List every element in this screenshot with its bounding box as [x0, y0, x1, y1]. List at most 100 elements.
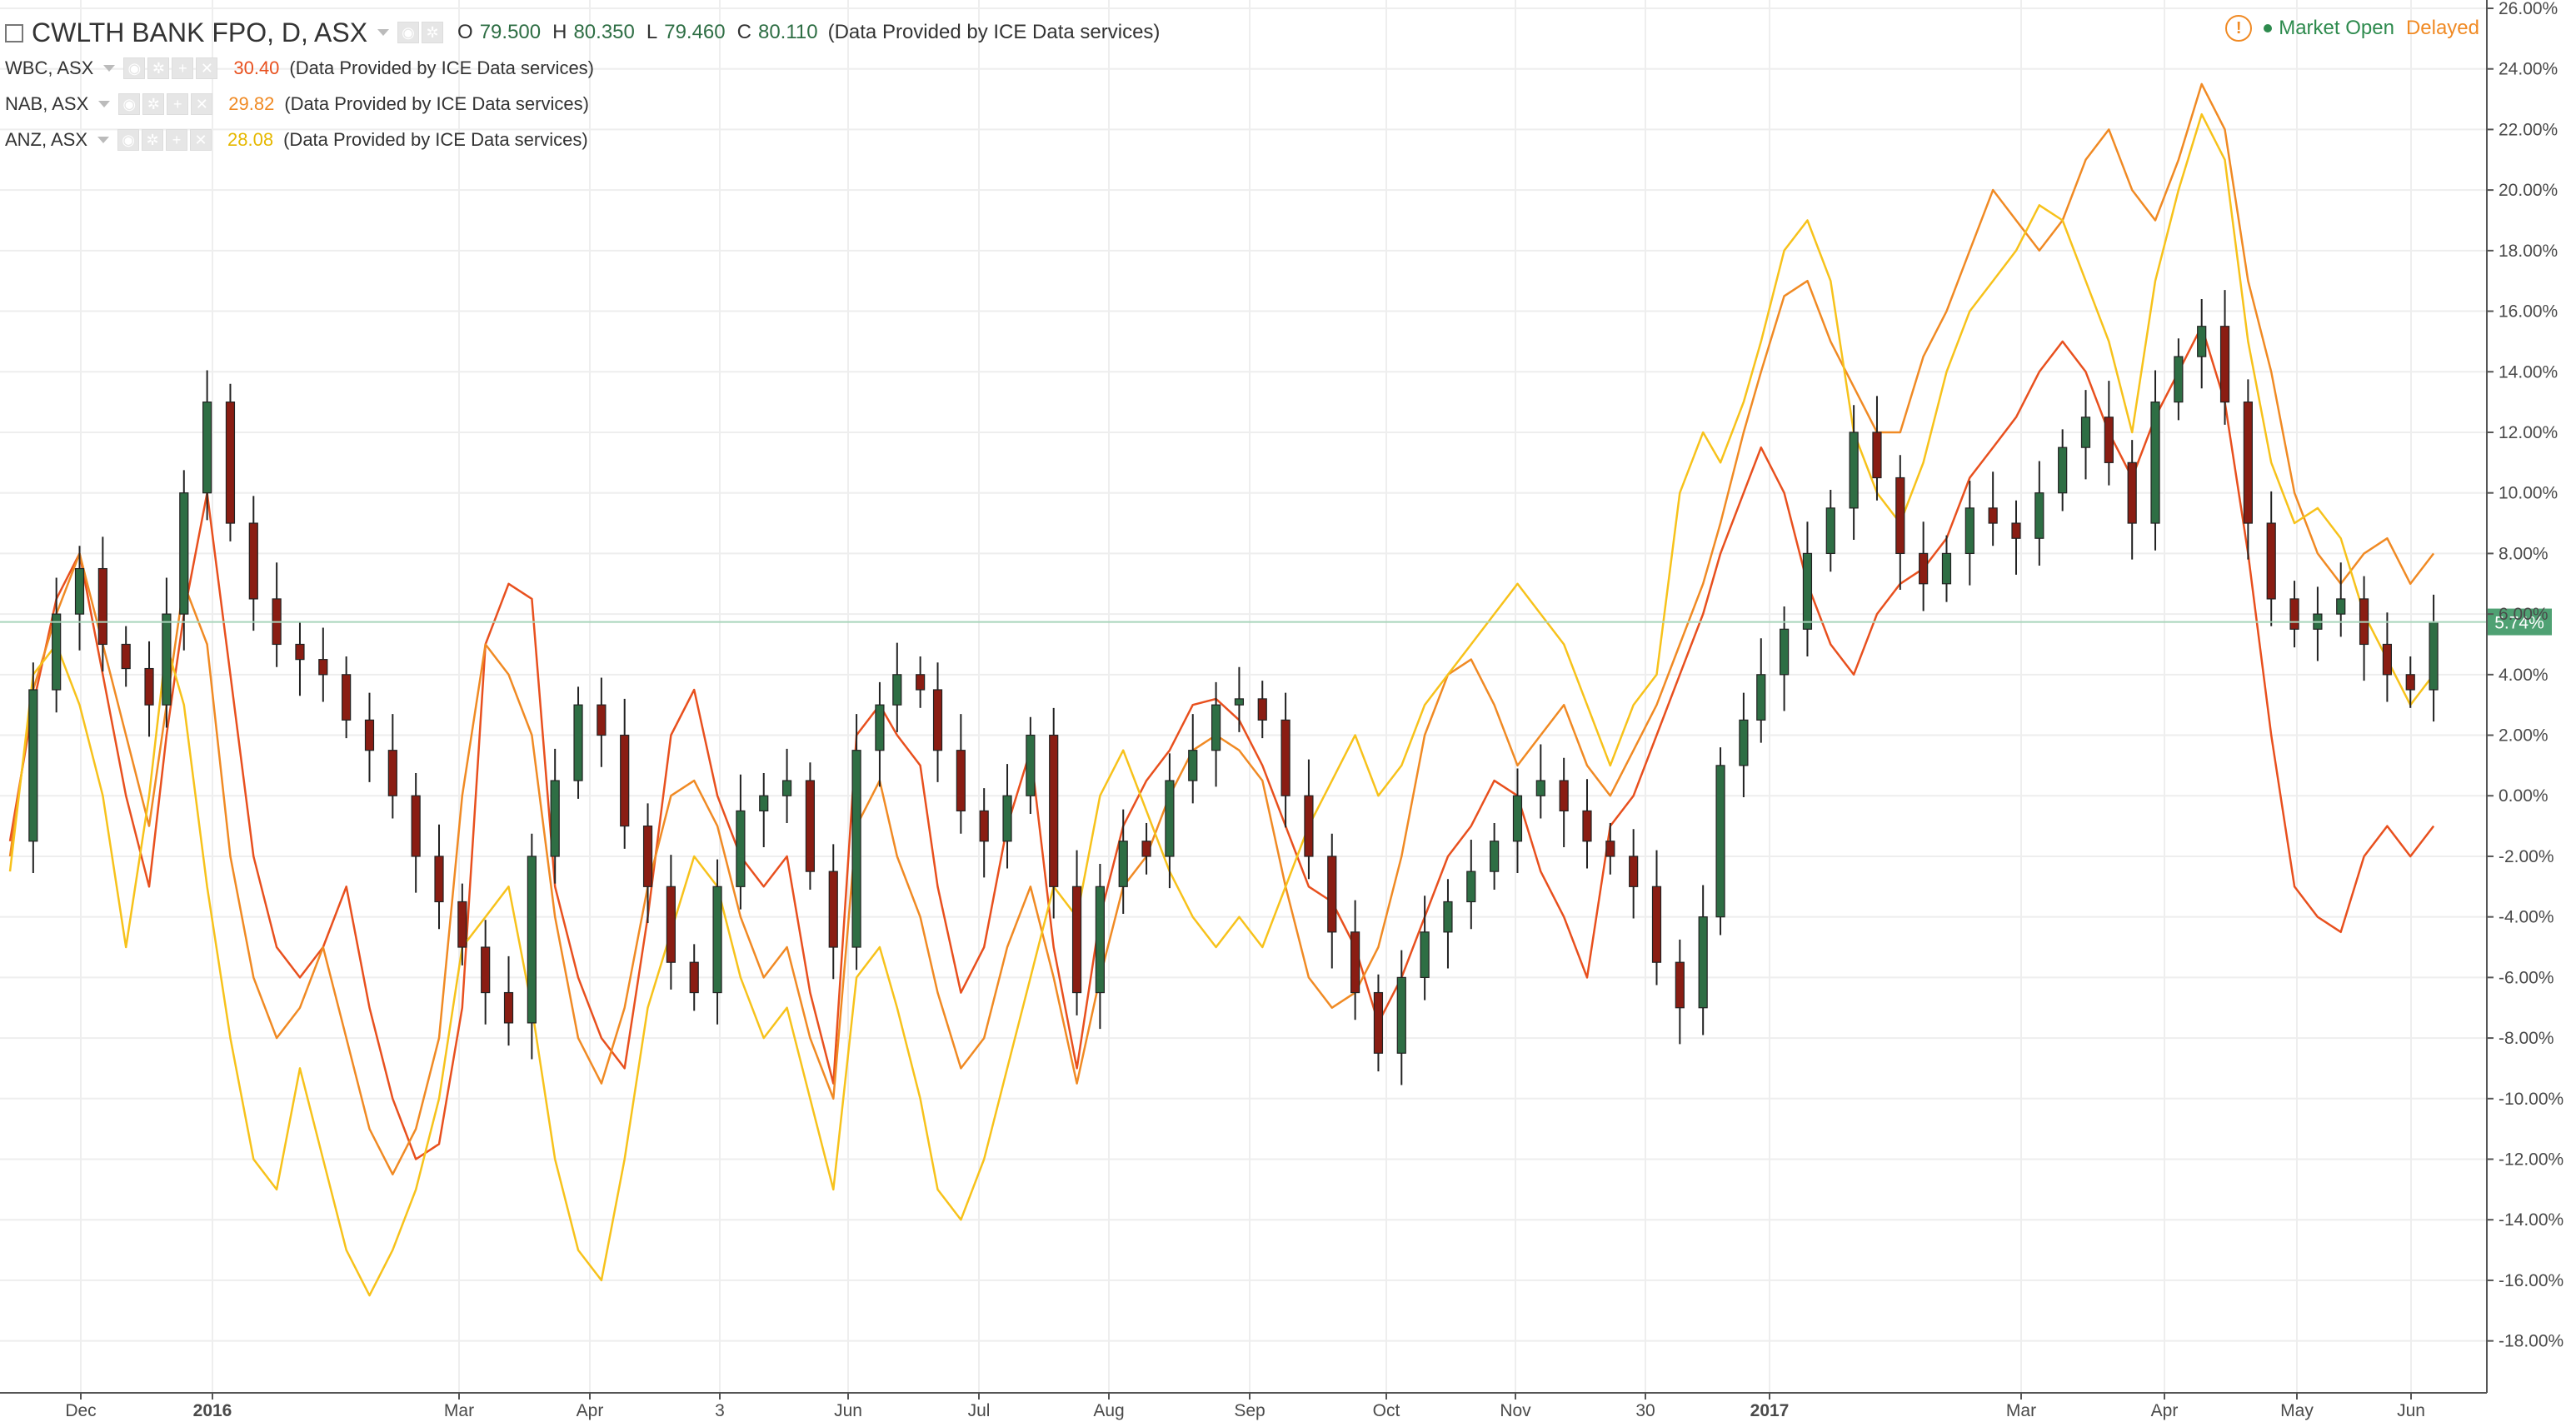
eye-icon[interactable]: ◉: [397, 22, 420, 43]
candle-body: [457, 901, 467, 948]
comparison-name[interactable]: WBC, ASX: [5, 57, 94, 78]
candle-body: [1802, 552, 1813, 630]
symbol-title[interactable]: CWLTH BANK FPO, D, ASX: [32, 17, 368, 47]
eye-icon[interactable]: ◉: [118, 93, 141, 115]
chevron-down-icon[interactable]: [97, 137, 110, 143]
gear-icon[interactable]: ✲: [142, 129, 164, 151]
y-tick-label: 26.00%: [2499, 0, 2558, 18]
candle-body: [1756, 674, 1766, 721]
y-tick-label: 2.00%: [2499, 726, 2549, 746]
x-tick-label: Apr: [2151, 1401, 2179, 1420]
y-tick-label: 12.00%: [2499, 423, 2558, 442]
y-tick-label: -12.00%: [2499, 1150, 2564, 1170]
y-tick-label: 10.00%: [2499, 484, 2558, 503]
eye-icon[interactable]: ◉: [123, 57, 146, 79]
gear-icon[interactable]: ✲: [422, 22, 444, 43]
x-tick-label: Mar: [444, 1401, 474, 1420]
candle-body: [52, 613, 62, 691]
candle-body: [364, 719, 375, 751]
candle-body: [1988, 507, 1998, 524]
candle-body: [28, 689, 38, 842]
candle-body: [97, 567, 107, 646]
y-tick-label: 16.00%: [2499, 302, 2558, 322]
candle-body: [121, 643, 131, 670]
chevron-down-icon[interactable]: [377, 29, 390, 36]
candle-body: [666, 886, 676, 963]
current-price-badge: [2487, 608, 2552, 636]
open-label: O: [457, 21, 473, 43]
close-icon[interactable]: ✕: [191, 93, 213, 115]
candle-body: [736, 810, 746, 887]
candle-body: [2174, 356, 2184, 403]
y-tick-label: -4.00%: [2499, 908, 2554, 927]
delayed-label: Delayed: [2405, 17, 2479, 39]
close-icon[interactable]: ✕: [190, 129, 212, 151]
close-icon[interactable]: ✕: [196, 57, 218, 79]
candle-body: [2150, 402, 2160, 524]
plus-icon[interactable]: +: [172, 57, 194, 79]
comparison-legend-nab: NAB, ASX ◉ ✲ + ✕ 29.82 (Data Provided by…: [5, 87, 589, 121]
y-tick-label: 4.00%: [2499, 666, 2549, 685]
candle-body: [1919, 552, 1929, 585]
gear-icon[interactable]: ✲: [142, 93, 165, 115]
y-tick-label: 20.00%: [2499, 181, 2558, 200]
candle-body: [2243, 402, 2253, 524]
data-provider-note: (Data Provided by ICE Data services): [284, 93, 589, 114]
x-tick-label: May: [2280, 1401, 2314, 1420]
candle-body: [1095, 886, 1105, 994]
y-tick-label: -10.00%: [2499, 1090, 2564, 1109]
x-tick-label: Oct: [1373, 1401, 1400, 1420]
series-line-anz: [8, 112, 2435, 1297]
candle-body: [1257, 698, 1267, 721]
candle-body: [74, 567, 85, 615]
candle-body: [1165, 780, 1175, 857]
x-tick-label: Sep: [1234, 1401, 1265, 1420]
series-line-nab: [8, 82, 2435, 1175]
candle-body: [1350, 931, 1360, 994]
gear-icon[interactable]: ✲: [147, 57, 170, 79]
warning-icon[interactable]: !: [2225, 15, 2253, 42]
candle-body: [1629, 856, 1639, 887]
candle-body: [1605, 841, 1615, 857]
y-tick-label: 18.00%: [2499, 242, 2558, 261]
candle-body: [781, 780, 792, 796]
x-tick-label: 3: [715, 1401, 725, 1420]
close-label: C: [736, 21, 751, 43]
comparison-name[interactable]: NAB, ASX: [5, 93, 89, 114]
plus-icon[interactable]: +: [166, 129, 188, 151]
candle-body: [1026, 734, 1036, 796]
candle-body: [1396, 976, 1406, 1054]
current-price-label: 5.74%: [2494, 614, 2544, 633]
eye-icon[interactable]: ◉: [117, 129, 140, 151]
candle-body: [1304, 795, 1314, 857]
x-tick-label: Jun: [834, 1401, 862, 1420]
comparison-name[interactable]: ANZ, ASX: [5, 129, 88, 150]
candle-body: [342, 674, 352, 721]
candle-body: [712, 886, 722, 994]
candle-body: [481, 946, 491, 994]
close-value: 80.110: [757, 21, 818, 43]
candle-body: [1049, 734, 1059, 887]
candle-body: [620, 734, 630, 827]
candle-body: [916, 674, 926, 691]
chevron-down-icon[interactable]: [98, 101, 111, 107]
high-label: H: [552, 21, 567, 43]
candle-body: [318, 659, 328, 676]
chevron-down-icon[interactable]: [103, 65, 116, 72]
plus-icon[interactable]: +: [167, 93, 189, 115]
candle-body: [162, 613, 172, 706]
candle-body: [1490, 841, 1500, 872]
candle-body: [1373, 991, 1384, 1054]
candle-body: [1512, 795, 1523, 842]
candle-body: [1895, 476, 1905, 554]
x-tick-label: Jun: [2397, 1401, 2425, 1420]
candle-body: [828, 871, 838, 948]
y-tick-label: -14.00%: [2499, 1210, 2564, 1230]
collapse-legend-icon[interactable]: [5, 24, 23, 42]
candle-body: [1780, 628, 1790, 676]
x-tick-label: Nov: [1500, 1401, 1531, 1420]
candle-body: [2405, 674, 2415, 691]
candle-body: [2289, 598, 2299, 630]
